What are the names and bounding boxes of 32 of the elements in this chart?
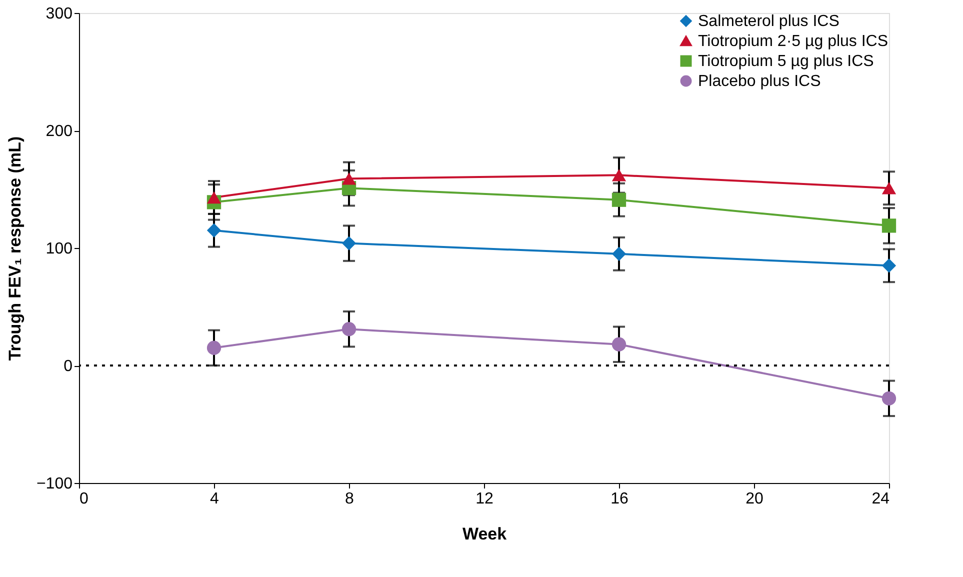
x-tick-label: 4 (210, 490, 220, 508)
y-tick-label: 100 (46, 240, 73, 258)
point (206, 191, 222, 204)
point (342, 322, 356, 336)
x-tick-label: 20 (746, 490, 764, 508)
legend-label: Salmeterol plus ICS (698, 13, 840, 30)
point (342, 172, 356, 185)
point (882, 258, 896, 273)
x-tick-label: 8 (345, 490, 354, 508)
legend-label: Tiotropium 5 µg plus ICS (698, 53, 874, 70)
y-axis-title: Trough FEV₁ response (mL) (5, 136, 24, 361)
point (882, 391, 896, 406)
point (612, 337, 626, 352)
x-tick-label: 12 (476, 490, 494, 508)
point (206, 340, 222, 355)
x-tick-label: 24 (872, 490, 890, 508)
point (342, 236, 356, 250)
point (612, 246, 626, 261)
point (206, 223, 222, 238)
point (882, 182, 896, 194)
legend-label: Tiotropium 2·5 µg plus ICS (698, 33, 888, 50)
point (612, 192, 626, 207)
y-tick-label: 0 (64, 358, 73, 375)
x-tick-label: 16 (610, 490, 628, 508)
x-axis-title: Week (462, 524, 508, 544)
point (882, 218, 896, 233)
y-tick-label: 200 (46, 123, 73, 140)
x-tick-label: 0 (80, 490, 88, 508)
legend-label: Placebo plus ICS (698, 73, 821, 90)
point (612, 169, 626, 182)
y-tick-label: 300 (46, 6, 73, 22)
y-tick-label: −100 (36, 476, 73, 492)
